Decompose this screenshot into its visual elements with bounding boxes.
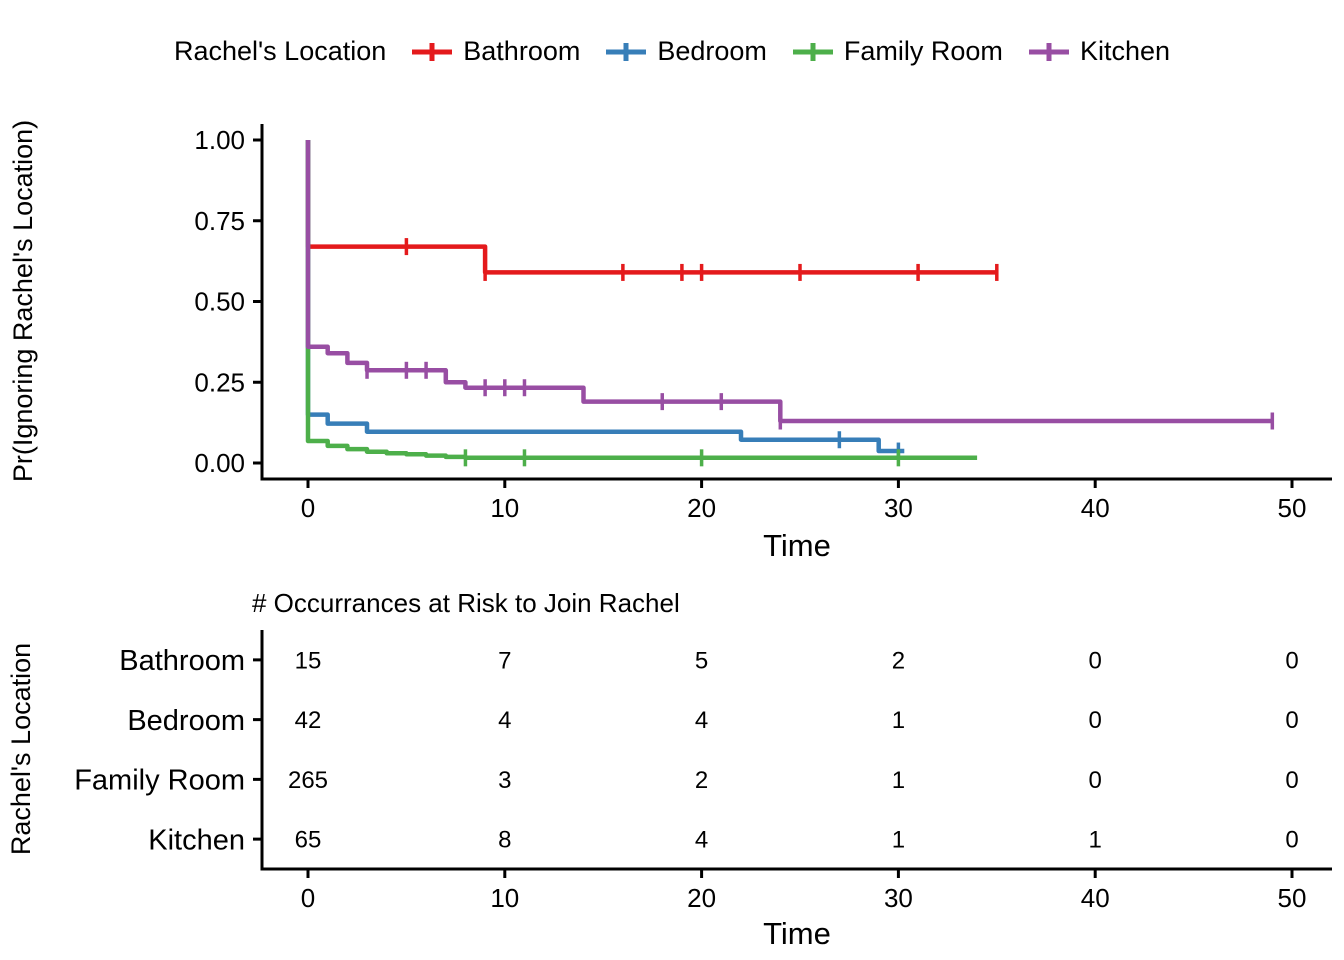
y-tick-label: 0.75 (194, 206, 245, 236)
x-tick-label: 0 (301, 883, 315, 913)
risk-table: # Occurrances at Risk to Join RachelBath… (6, 588, 1332, 951)
at-risk-count: 7 (498, 647, 511, 674)
at-risk-count: 1 (892, 767, 905, 794)
legend-title: Rachel's Location (173, 36, 387, 66)
row-label: Kitchen (148, 824, 245, 856)
legend-item-label: Kitchen (1079, 36, 1170, 66)
y-tick-label: 0.25 (194, 367, 245, 397)
row-label: Bathroom (119, 645, 245, 677)
at-risk-count: 3 (498, 767, 511, 794)
at-risk-count: 4 (498, 707, 511, 734)
legend-item-kitchen: Kitchen (1027, 36, 1170, 67)
at-risk-count: 65 (295, 827, 322, 854)
legend-key-plus-icon (412, 42, 453, 61)
legend-item-bedroom: Bedroom (604, 36, 767, 67)
row-label: Bedroom (127, 705, 245, 737)
at-risk-count: 2 (695, 767, 708, 794)
legend-item-label: Bathroom (463, 36, 581, 66)
series-kitchen (305, 140, 1275, 430)
x-tick-label: 10 (490, 883, 519, 913)
series-family-room (305, 140, 978, 467)
legend: Rachel's Location Bathroom Bedroom Family … (0, 36, 1344, 67)
at-risk-count: 8 (498, 827, 511, 854)
kaplan-meier-curve-bathroom (305, 140, 997, 275)
x-tick-label: 10 (490, 493, 519, 523)
at-risk-count: 1 (892, 707, 905, 734)
at-risk-count: 0 (1089, 647, 1102, 674)
x-tick-label: 30 (884, 883, 913, 913)
row-label: Family Room (74, 765, 245, 797)
risk-table-y-axis-title: Rachel's Location (6, 643, 36, 855)
y-tick-label: 0.50 (194, 287, 245, 317)
x-axis-title: Time (763, 916, 831, 951)
kaplan-meier-curve-bedroom (305, 140, 905, 454)
risk-table-title: # Occurrances at Risk to Join Rachel (252, 588, 680, 618)
at-risk-count: 0 (1285, 647, 1298, 674)
at-risk-count: 5 (695, 647, 708, 674)
at-risk-count: 2 (892, 647, 905, 674)
at-risk-count: 0 (1089, 707, 1102, 734)
at-risk-count: 1 (892, 827, 905, 854)
legend-item-label: Family Room (843, 36, 1003, 66)
at-risk-count: 15 (295, 647, 322, 674)
risk-table-row-bathroom: Bathroom 15 7 5 2 0 0 (119, 645, 1298, 677)
y-tick-label: 0.00 (194, 448, 245, 478)
series-bedroom (305, 140, 905, 460)
risk-table-row-kitchen: Kitchen 65 8 4 1 1 0 (148, 824, 1298, 856)
legend-key-plus-icon (1028, 42, 1069, 61)
survival-plot: 0.00 0.25 0.50 0.75 1.00 0 10 20 30 40 50 Time Pr(Ig… (8, 120, 1332, 563)
at-risk-count: 42 (295, 707, 322, 734)
risk-table-row-family-room: Family Room 265 3 2 1 0 0 (74, 765, 1298, 797)
risk-table-row-bedroom: Bedroom 42 4 4 1 0 0 (127, 705, 1298, 737)
x-tick-label: 40 (1081, 493, 1110, 523)
x-tick-label: 20 (687, 493, 716, 523)
x-tick-label: 30 (884, 493, 913, 523)
kaplan-meier-curve-kitchen (305, 140, 1273, 424)
x-tick-label: 0 (301, 493, 315, 523)
y-axis-title: Pr(Ignoring Rachel's Location) (8, 120, 38, 482)
series-bathroom (305, 140, 999, 281)
at-risk-count: 4 (695, 707, 708, 734)
x-axis-title: Time (763, 528, 831, 563)
legend-item-label: Bedroom (657, 36, 767, 66)
x-tick-label: 20 (687, 883, 716, 913)
at-risk-count: 0 (1285, 827, 1298, 854)
at-risk-count: 265 (288, 767, 328, 794)
legend-item-family-room: Family Room (791, 36, 1003, 67)
legend-item-bathroom: Bathroom (410, 36, 580, 67)
x-tick-label: 50 (1278, 493, 1307, 523)
at-risk-count: 0 (1089, 767, 1102, 794)
at-risk-count: 0 (1285, 707, 1298, 734)
at-risk-count: 1 (1089, 827, 1102, 854)
kaplan-meier-curve-family-room (305, 140, 978, 461)
at-risk-count: 0 (1285, 767, 1298, 794)
x-tick-label: 50 (1278, 883, 1307, 913)
at-risk-count: 4 (695, 827, 708, 854)
legend-key-plus-icon (792, 42, 833, 61)
y-tick-label: 1.00 (194, 125, 245, 155)
x-tick-label: 40 (1081, 883, 1110, 913)
legend-key-plus-icon (606, 42, 647, 61)
